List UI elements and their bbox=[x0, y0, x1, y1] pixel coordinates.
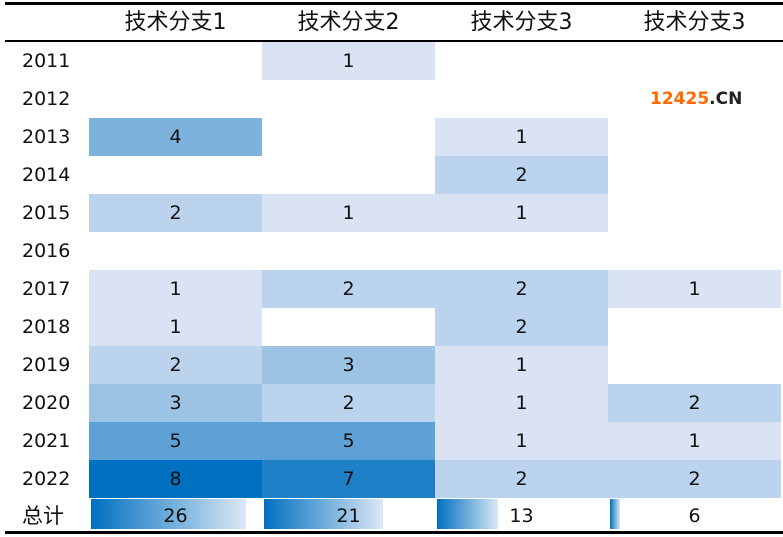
column-header: 技术分支3 bbox=[643, 10, 746, 35]
row-label: 2021 bbox=[22, 430, 71, 452]
row-label: 2019 bbox=[22, 354, 71, 376]
data-bar bbox=[264, 499, 383, 529]
top-rule bbox=[5, 2, 783, 5]
heatmap-cell: 2 bbox=[262, 384, 435, 422]
watermark-text-b: .CN bbox=[709, 89, 743, 109]
data-bar bbox=[437, 499, 498, 529]
heatmap-cell: 1 bbox=[262, 194, 435, 232]
heatmap-cell: 1 bbox=[435, 422, 608, 460]
heatmap-cell: 1 bbox=[262, 42, 435, 80]
heatmap-cell: 2 bbox=[608, 460, 781, 498]
total-value: 6 bbox=[688, 505, 701, 527]
heatmap-cell: 2 bbox=[608, 384, 781, 422]
heatmap-cell: 1 bbox=[435, 384, 608, 422]
watermark-logo: 12425.CN bbox=[650, 88, 742, 110]
heatmap-cell: 2 bbox=[435, 308, 608, 346]
row-label: 2022 bbox=[22, 468, 71, 490]
heatmap-cell: 7 bbox=[262, 460, 435, 498]
total-cell: 21 bbox=[262, 497, 435, 531]
total-value: 21 bbox=[336, 505, 361, 527]
heatmap-cell: 4 bbox=[89, 118, 262, 156]
heatmap-cell: 1 bbox=[435, 118, 608, 156]
heatmap-cell: 1 bbox=[89, 270, 262, 308]
row-label: 2016 bbox=[22, 240, 71, 262]
heatmap-cell: 5 bbox=[89, 422, 262, 460]
data-bar bbox=[610, 499, 620, 529]
row-label: 2020 bbox=[22, 392, 71, 414]
bottom-rule bbox=[5, 531, 783, 534]
heatmap-cell: 2 bbox=[435, 156, 608, 194]
heatmap-cell: 1 bbox=[608, 270, 781, 308]
total-value: 13 bbox=[509, 505, 534, 527]
column-header: 技术分支1 bbox=[124, 10, 227, 35]
heatmap-cell: 1 bbox=[89, 308, 262, 346]
heatmap-cell: 2 bbox=[262, 270, 435, 308]
total-cell: 26 bbox=[89, 497, 262, 531]
row-label: 2017 bbox=[22, 278, 71, 300]
header-rule bbox=[5, 40, 783, 42]
heatmap-cell: 2 bbox=[435, 270, 608, 308]
heatmap-cell: 1 bbox=[608, 422, 781, 460]
row-label: 2015 bbox=[22, 202, 71, 224]
row-label: 2013 bbox=[22, 126, 71, 148]
total-value: 26 bbox=[163, 505, 188, 527]
column-header: 技术分支3 bbox=[470, 10, 573, 35]
heatmap-cell: 3 bbox=[262, 346, 435, 384]
heatmap-cell: 3 bbox=[89, 384, 262, 422]
heatmap-cell: 1 bbox=[435, 194, 608, 232]
column-header: 技术分支2 bbox=[297, 10, 400, 35]
heatmap-cell: 5 bbox=[262, 422, 435, 460]
row-label: 2014 bbox=[22, 164, 71, 186]
row-label: 2012 bbox=[22, 88, 71, 110]
heatmap-cell: 8 bbox=[89, 460, 262, 498]
watermark-text-a: 12425 bbox=[650, 89, 710, 109]
heatmap-cell: 2 bbox=[435, 460, 608, 498]
data-bar bbox=[91, 499, 246, 529]
total-cell: 6 bbox=[608, 497, 781, 531]
heatmap-cell: 1 bbox=[435, 346, 608, 384]
heatmap-cell: 2 bbox=[89, 194, 262, 232]
row-label: 2018 bbox=[22, 316, 71, 338]
total-cell: 13 bbox=[435, 497, 608, 531]
heatmap-cell: 2 bbox=[89, 346, 262, 384]
total-label: 总计 bbox=[22, 504, 64, 528]
row-label: 2011 bbox=[22, 50, 71, 72]
